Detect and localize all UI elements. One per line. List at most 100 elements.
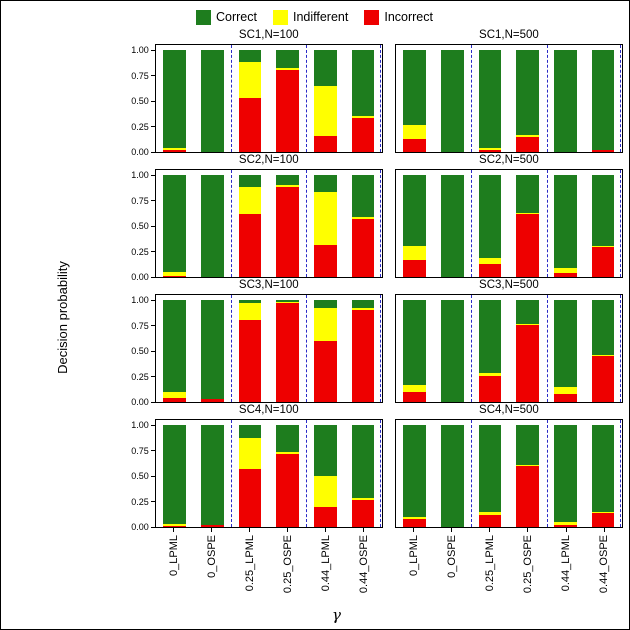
x-tick-slot: 0.44_LPML: [547, 528, 585, 606]
bars-area: [156, 425, 382, 527]
y-tick-mark: [150, 251, 155, 252]
group-separator-line: [471, 45, 473, 152]
bars-area: [156, 300, 382, 402]
bar-slot: [193, 300, 231, 402]
stacked-bar-0.25_OSPE: [276, 50, 299, 152]
y-tick-label: 0.25: [131, 371, 149, 382]
x-axis-title-text: γ: [332, 606, 341, 624]
bar-slot: [306, 300, 344, 402]
segment-correct: [441, 50, 464, 152]
group-separator-line: [620, 170, 622, 277]
y-tick: 0.75: [131, 321, 155, 331]
segment-indifferent: [478, 147, 502, 150]
bar-slot: [344, 300, 382, 402]
y-tick-label: 1.00: [131, 420, 149, 430]
stacked-bar-0_OSPE: [441, 175, 464, 277]
panel-block: SC1,N=500: [394, 28, 624, 153]
bar-slot: [269, 300, 307, 402]
y-axis-title: Decision probability: [6, 28, 119, 606]
panel-block: SC1,N=100: [154, 28, 383, 153]
stacked-bar-0_OSPE: [200, 425, 224, 527]
segment-incorrect: [591, 149, 615, 152]
panel-block: SC2,N=100: [154, 153, 383, 278]
bar-slot: [269, 425, 307, 527]
bar-slot: [434, 175, 472, 277]
stacked-bar-0.25_LPML: [478, 50, 502, 152]
segment-indifferent: [163, 271, 186, 276]
segment-correct: [403, 50, 427, 126]
group-separator-line: [306, 295, 308, 402]
y-tick: 0.50: [131, 471, 155, 481]
segment-incorrect: [163, 525, 186, 527]
stacked-bar-0.25_LPML: [238, 300, 262, 402]
y-tick-mark: [150, 350, 155, 352]
y-tick: 0.50: [131, 96, 155, 106]
x-tick-label: 0.44_OSPE: [357, 535, 370, 594]
y-tick-mark: [150, 75, 155, 76]
stacked-bar-0_LPML: [403, 175, 427, 277]
segment-indifferent: [554, 521, 577, 525]
segment-incorrect: [554, 393, 577, 402]
stacked-bar-0.44_LPML: [554, 300, 577, 402]
panel-title: SC1,N=500: [479, 29, 539, 41]
panel-gap: [383, 528, 395, 606]
y-tick-mark: [150, 401, 155, 403]
segment-correct: [314, 425, 337, 476]
segment-incorrect: [276, 70, 299, 152]
x-axis-row: 0_LPML 0_OSPE 0.25_LPML 0.25_OSPE 0.44_LPML 0…: [119, 528, 623, 606]
segment-incorrect: [314, 245, 337, 277]
y-axis-ticks: 1.00 0.75 0.50 0.25 0.00: [119, 28, 155, 157]
segment-incorrect: [554, 272, 577, 277]
segment-correct: [554, 300, 577, 387]
segment-indifferent: [314, 308, 337, 341]
segment-correct: [163, 300, 186, 392]
x-tick-slot: 0_OSPE: [193, 528, 231, 606]
segment-incorrect: [276, 303, 299, 402]
group-separator-line: [379, 45, 381, 152]
y-axis-ticks: 1.00 0.75 0.50 0.25 0.00: [119, 153, 155, 282]
segment-incorrect: [591, 356, 615, 402]
x-tick-label: 0.44_LPML: [560, 535, 573, 592]
bar-slot: [156, 300, 194, 402]
group-separator-line: [379, 170, 381, 277]
y-tick-mark: [150, 526, 155, 528]
segment-incorrect: [163, 275, 186, 277]
segment-incorrect: [403, 391, 427, 402]
y-tick-label: 0.25: [131, 121, 149, 132]
bar-slot: [306, 175, 344, 277]
panel-sc1-n-100: [154, 44, 383, 153]
bar-slot: [231, 50, 269, 152]
stacked-bar-0.25_OSPE: [516, 175, 540, 277]
stacked-bar-0.44_OSPE: [351, 50, 375, 152]
segment-incorrect: [200, 524, 224, 527]
bar-slot: [547, 300, 585, 402]
stacked-bar-0.25_LPML: [478, 175, 502, 277]
segment-indifferent: [516, 324, 540, 326]
segment-correct: [403, 425, 427, 517]
segment-incorrect: [403, 518, 427, 527]
y-tick-label: 0.50: [131, 96, 149, 106]
segment-correct: [200, 300, 224, 399]
segment-indifferent: [554, 386, 577, 394]
panel-sc3-n-100: [154, 294, 383, 403]
bars-area: [396, 175, 622, 277]
bar-slot: [584, 175, 622, 277]
x-axis-spacer: [119, 528, 155, 606]
segment-incorrect: [516, 213, 540, 277]
y-tick-mark: [150, 475, 155, 477]
x-tick-labels: 0_LPML 0_OSPE 0.25_LPML 0.25_OSPE 0.44_LPML 0…: [155, 528, 383, 606]
segment-correct: [554, 50, 577, 152]
x-axis-title: γ: [6, 606, 623, 626]
stacked-bar-0.25_OSPE: [516, 50, 540, 152]
y-tick-label: 0.25: [131, 496, 149, 507]
segment-indifferent: [238, 438, 262, 469]
segment-indifferent: [591, 355, 615, 357]
y-tick-mark: [150, 151, 155, 153]
segment-incorrect: [478, 514, 502, 527]
panel-row: 1.00 0.75 0.50 0.25 0.00 SC2,N=100 SC2,N=500: [119, 153, 624, 282]
x-tick-slot: 0.25_LPML: [231, 528, 269, 606]
segment-correct: [200, 50, 224, 152]
y-tick-label: 0.00: [131, 397, 149, 407]
segment-indifferent: [314, 476, 337, 507]
